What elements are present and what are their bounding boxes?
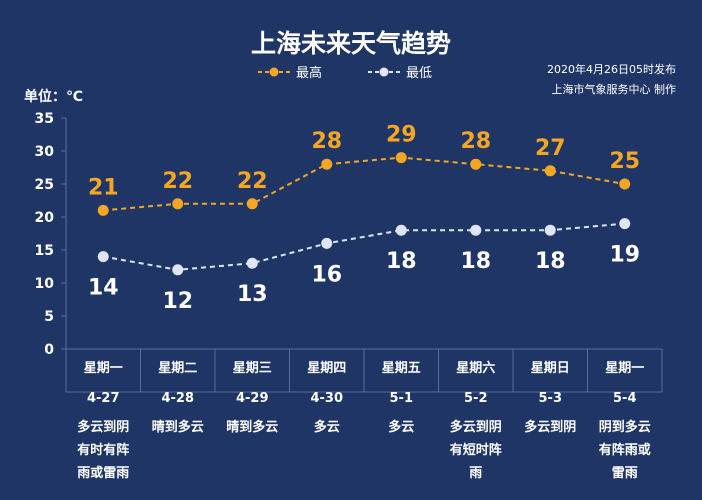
data-point [395,152,407,164]
series-line [103,222,625,271]
data-point [470,224,482,236]
data-point [246,257,258,269]
data-label: 18 [386,249,417,274]
legend-low-marker [379,67,389,77]
data-label: 16 [311,262,342,287]
data-label: 14 [88,276,119,301]
y-tick-label: 0 [44,342,54,358]
data-label: 12 [162,289,193,314]
legend: 最高 最低 [258,65,432,81]
data-point [544,165,556,177]
data-point [470,158,482,170]
weekday-label: 星期二 [158,361,197,376]
data-label: 13 [237,282,268,307]
data-point [395,224,407,236]
data-label: 27 [535,136,566,161]
data-label: 21 [88,175,119,200]
producer-note: 上海市气象服务中心 制作 [552,82,677,96]
legend-high-label: 最高 [296,65,322,81]
data-label: 18 [460,249,491,274]
weekday-label: 星期一 [84,361,123,376]
weather-text: 晴到多云 [152,419,204,435]
y-tick-label: 5 [44,309,54,325]
weather-text: 雷雨 [612,465,638,481]
weather-text: 晴到多云 [226,419,278,435]
weekday-label: 星期六 [456,360,495,376]
weather-text: 多云到阴 [77,419,129,435]
date-label: 4-28 [161,391,194,406]
weather-text: 有阵雨或 [599,442,651,458]
y-tick-label: 25 [35,177,54,193]
date-label: 5-3 [539,391,563,406]
weather-text: 有时有阵 [77,442,129,458]
data-label: 22 [162,169,193,194]
weekday-label: 星期四 [307,361,346,376]
series-high: 21 22 22 28 29 28 27 25 [88,123,640,216]
weather-text: 雨或雷雨 [77,465,129,481]
data-point [97,204,109,216]
date-label: 4-27 [87,391,120,406]
date-label: 5-2 [464,391,488,406]
series-line [103,156,625,212]
data-point [544,224,556,236]
date-label: 4-30 [310,391,343,406]
unit-label: 单位：℃ [24,88,83,105]
y-tick-label: 15 [35,243,54,259]
data-point [172,198,184,210]
weekday-label: 星期一 [605,361,644,376]
data-label: 28 [460,129,491,154]
date-label: 4-29 [236,391,269,406]
weather-text: 有短时阵 [450,442,502,458]
data-point [619,178,631,190]
weather-text: 多云 [314,419,340,435]
weekday-label: 星期五 [382,361,421,376]
weather-text: 阴到多云 [599,419,651,435]
y-tick-label: 30 [35,144,55,160]
series-low: 14 12 13 16 18 18 18 19 [88,218,640,314]
publish-note: 2020年4月26日05时发布 [547,62,676,76]
date-label: 5-4 [613,391,637,406]
data-point [619,218,631,230]
weather-text: 多云到阴 [524,419,576,435]
weather-text: 多云到阴 [450,419,502,435]
weekday-label: 星期日 [531,361,570,376]
y-tick-label: 10 [35,276,55,292]
data-label: 28 [311,129,342,154]
data-label: 22 [237,169,268,194]
data-label: 25 [609,149,640,174]
data-point [321,158,333,170]
data-point [321,237,333,249]
data-label: 18 [535,249,566,274]
data-point [246,198,258,210]
legend-low-label: 最低 [406,66,432,81]
data-label: 19 [609,243,640,268]
data-label: 29 [386,123,417,148]
axes: 0 5 10 15 20 25 30 35 [35,111,662,358]
weather-text: 雨 [469,466,482,481]
legend-high-marker [269,67,279,77]
data-point [172,264,184,276]
y-tick-label: 35 [35,111,54,127]
weekday-label: 星期三 [233,361,272,376]
y-tick-label: 20 [35,210,55,226]
chart-title: 上海未来天气趋势 [251,29,451,58]
data-point [97,251,109,263]
date-label: 5-1 [390,391,414,406]
weather-text: 多云 [388,419,414,435]
